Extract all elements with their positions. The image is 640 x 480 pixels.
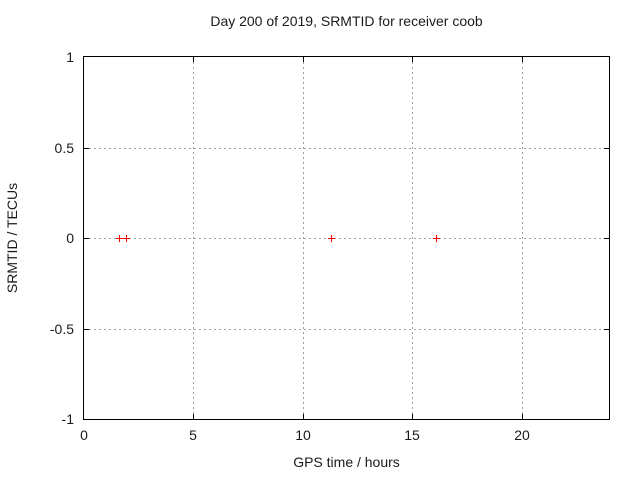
marker-vertical-bar — [126, 235, 127, 242]
y-gridline — [84, 329, 609, 330]
y-tick-right — [604, 238, 609, 239]
x-tick-label: 20 — [514, 427, 530, 443]
x-tick-top — [522, 57, 523, 62]
x-tick-label: 15 — [404, 427, 420, 443]
y-tick-label: -0.5 — [49, 321, 74, 337]
y-tick-label: -1 — [61, 411, 74, 427]
marker-vertical-bar — [436, 235, 437, 242]
chart-title: Day 200 of 2019, SRMTID for receiver coo… — [210, 13, 483, 29]
data-point-marker — [116, 235, 123, 242]
y-gridline — [84, 238, 609, 239]
x-tick-label: 0 — [80, 427, 88, 443]
y-tick-label: 0 — [66, 230, 74, 246]
x-axis-label: GPS time / hours — [293, 454, 400, 470]
y-tick-left — [84, 148, 89, 149]
data-point-marker — [123, 235, 130, 242]
y-tick-left — [84, 238, 89, 239]
data-point-marker — [328, 235, 335, 242]
x-tick-bottom — [412, 414, 413, 419]
marker-vertical-bar — [119, 235, 120, 242]
y-tick-left — [84, 329, 89, 330]
y-tick-label: 1 — [66, 49, 74, 65]
x-tick-bottom — [522, 414, 523, 419]
x-tick-bottom — [303, 414, 304, 419]
plot-area — [83, 56, 610, 420]
x-tick-label: 5 — [189, 427, 197, 443]
x-tick-top — [412, 57, 413, 62]
y-tick-right — [604, 148, 609, 149]
data-point-marker — [433, 235, 440, 242]
x-tick-bottom — [193, 414, 194, 419]
x-tick-label: 10 — [295, 427, 311, 443]
marker-vertical-bar — [331, 235, 332, 242]
y-gridline — [84, 148, 609, 149]
y-tick-right — [604, 329, 609, 330]
x-tick-top — [193, 57, 194, 62]
y-tick-label: 0.5 — [54, 140, 74, 156]
x-tick-top — [303, 57, 304, 62]
